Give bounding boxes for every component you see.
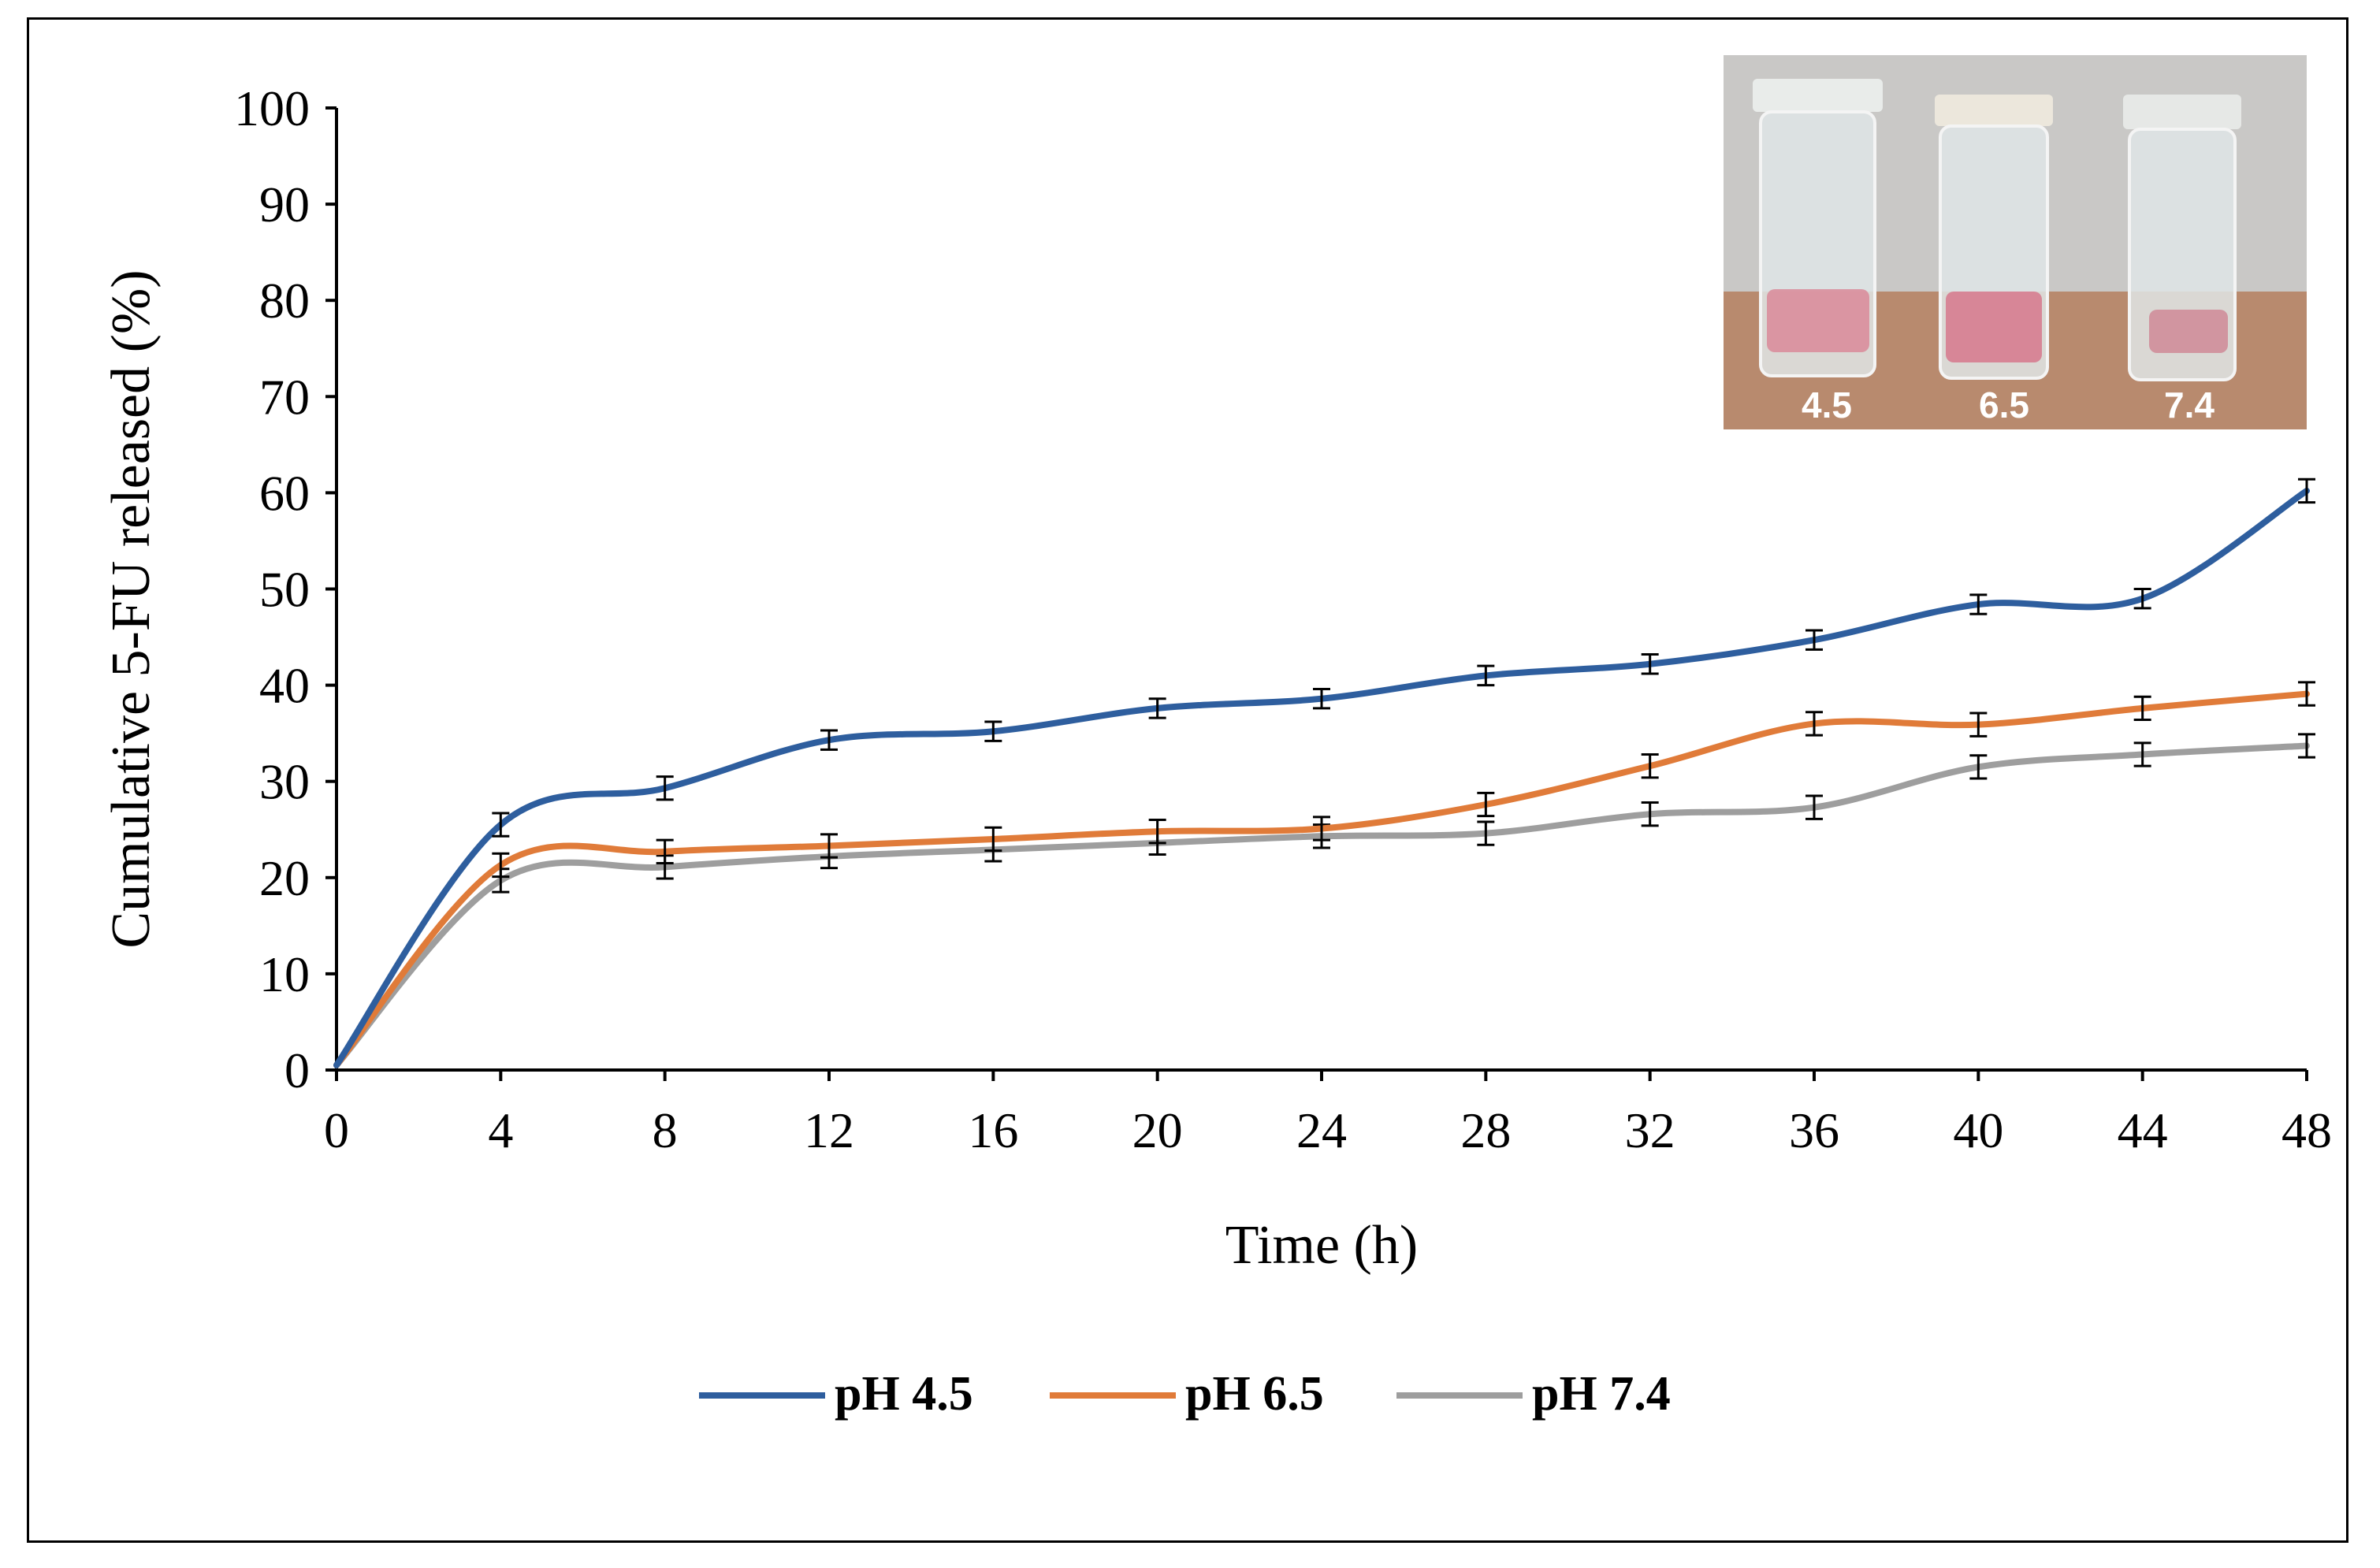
error-bar bbox=[2298, 733, 2315, 759]
error-bar bbox=[2133, 741, 2151, 767]
legend-label: pH 7.4 bbox=[1532, 1367, 1671, 1421]
error-bar bbox=[656, 838, 674, 864]
inset-label-2: 6.5 bbox=[1979, 385, 2029, 425]
error-bar bbox=[656, 775, 674, 801]
error-bar bbox=[820, 833, 838, 859]
figure-frame: 4.5 6.5 7.4 0 10 20 30 40 50 60 70 80 90 100 0 4 8 12… bbox=[27, 17, 2348, 1543]
x-tick-label: 36 bbox=[1789, 1102, 1839, 1158]
error-bar bbox=[492, 812, 510, 838]
y-tick-label: 70 bbox=[259, 369, 310, 425]
error-bar bbox=[1805, 794, 1823, 820]
error-bar bbox=[1969, 754, 1988, 780]
error-bar bbox=[1641, 753, 1659, 779]
x-tick-label: 32 bbox=[1625, 1102, 1675, 1158]
error-bar bbox=[1477, 791, 1495, 818]
series-2 bbox=[333, 681, 2315, 1068]
x-tick-label: 24 bbox=[1296, 1102, 1347, 1158]
legend-item-3: pH 7.4 bbox=[1396, 1367, 1671, 1421]
series-line bbox=[333, 487, 2310, 1068]
legend: pH 4.5 pH 6.5 pH 7.4 bbox=[699, 1367, 1671, 1421]
error-bar bbox=[1148, 819, 1166, 845]
error-bar bbox=[2133, 588, 2151, 610]
error-bar bbox=[1641, 653, 1659, 675]
error-bar bbox=[1477, 664, 1495, 687]
legend-item-2: pH 6.5 bbox=[1050, 1367, 1324, 1421]
x-tick-label: 8 bbox=[653, 1102, 678, 1158]
x-tick-label: 0 bbox=[324, 1102, 349, 1158]
y-tick-label: 40 bbox=[259, 658, 310, 714]
x-tick-label: 4 bbox=[488, 1102, 513, 1158]
x-tick-label: 12 bbox=[804, 1102, 854, 1158]
vial-3 bbox=[2123, 95, 2241, 381]
x-tick-label: 44 bbox=[2118, 1102, 2168, 1158]
series-1 bbox=[333, 477, 2315, 1068]
series-3 bbox=[333, 733, 2315, 1068]
error-bar bbox=[984, 826, 1002, 853]
inset-label-1: 4.5 bbox=[1802, 385, 1852, 425]
y-axis-title: Cumulative 5-FU released (%) bbox=[101, 269, 162, 948]
x-tick-label: 48 bbox=[2281, 1102, 2332, 1158]
y-tick-label: 20 bbox=[259, 850, 310, 906]
x-ticks: 0 4 8 12 16 20 24 28 32 36 40 44 48 bbox=[324, 1070, 2332, 1158]
error-bar bbox=[1805, 711, 1823, 737]
series-line bbox=[333, 690, 2310, 1068]
y-ticks: 0 10 20 30 40 50 60 70 80 90 100 bbox=[234, 80, 337, 1098]
error-bar bbox=[1313, 816, 1330, 842]
y-tick-label: 30 bbox=[259, 754, 310, 810]
y-tick-label: 90 bbox=[259, 176, 310, 232]
error-bar bbox=[1148, 697, 1166, 719]
error-bar bbox=[492, 852, 510, 879]
vial-1 bbox=[1753, 79, 1883, 377]
x-tick-label: 40 bbox=[1953, 1102, 2003, 1158]
inset-label-3: 7.4 bbox=[2164, 385, 2215, 425]
error-bar bbox=[2298, 681, 2315, 707]
y-tick-label: 80 bbox=[259, 273, 310, 329]
error-bar bbox=[1969, 712, 1988, 738]
error-bar bbox=[984, 720, 1002, 742]
y-tick-label: 50 bbox=[259, 562, 310, 618]
x-tick-label: 28 bbox=[1460, 1102, 1511, 1158]
x-tick-label: 16 bbox=[968, 1102, 1018, 1158]
legend-label: pH 6.5 bbox=[1185, 1367, 1324, 1421]
y-tick-label: 60 bbox=[259, 465, 310, 521]
error-bar bbox=[1641, 801, 1659, 827]
legend-label: pH 4.5 bbox=[835, 1367, 973, 1421]
error-bar bbox=[1805, 629, 1823, 651]
error-bar bbox=[2133, 695, 2151, 722]
error-bar bbox=[1969, 593, 1988, 615]
y-tick-label: 0 bbox=[284, 1042, 310, 1098]
x-axis-title: Time (h) bbox=[1225, 1215, 1418, 1276]
error-bar bbox=[820, 729, 838, 751]
vial-2 bbox=[1935, 95, 2053, 380]
error-bar bbox=[2298, 477, 2315, 504]
legend-item-1: pH 4.5 bbox=[699, 1367, 973, 1421]
inset-photo: 4.5 6.5 7.4 bbox=[1724, 55, 2307, 429]
series-layer bbox=[333, 477, 2315, 1068]
x-tick-label: 20 bbox=[1132, 1102, 1183, 1158]
error-bar bbox=[1313, 687, 1330, 710]
error-bar bbox=[1477, 820, 1495, 846]
y-tick-label: 10 bbox=[259, 946, 310, 1002]
y-tick-label: 100 bbox=[234, 80, 310, 136]
